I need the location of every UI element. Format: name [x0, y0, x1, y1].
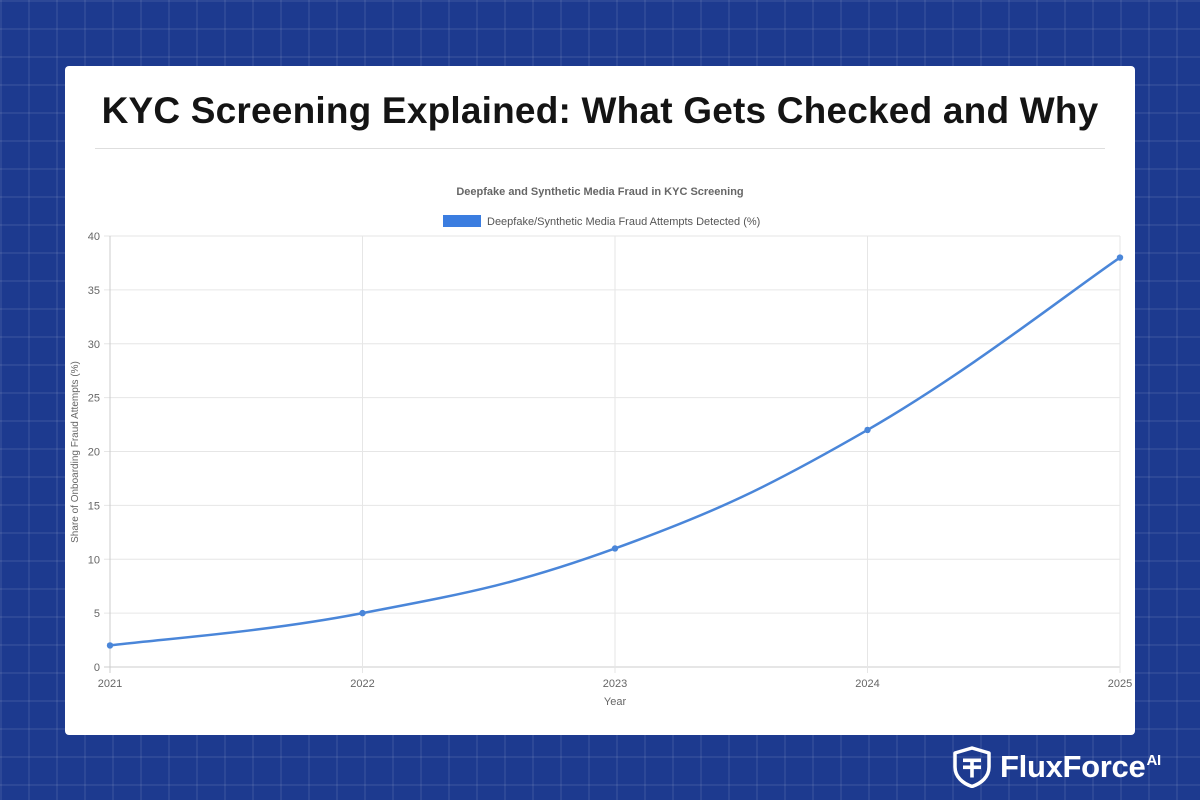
brand-logo: FluxForceAI — [952, 744, 1161, 790]
y-tick-label: 40 — [88, 231, 100, 243]
shield-icon — [953, 746, 991, 788]
brand-name: FluxForceAI — [1000, 749, 1161, 784]
y-tick-label: 30 — [88, 339, 100, 351]
brand-suffix: AI — [1146, 752, 1161, 769]
data-point — [611, 545, 619, 552]
line-chart: Deepfake and Synthetic Media Fraud in KY… — [70, 186, 1132, 708]
page-title: KYC Screening Explained: What Gets Check… — [101, 90, 1099, 131]
x-tick-label: 2023 — [603, 678, 627, 690]
x-tick-label: 2024 — [855, 678, 879, 690]
title-divider — [95, 148, 1105, 149]
x-tick-label: 2025 — [1108, 678, 1132, 690]
data-point — [1116, 254, 1124, 261]
data-series — [106, 254, 1124, 649]
x-axis-label: Year — [604, 696, 627, 708]
data-point — [864, 426, 871, 434]
y-tick-label: 35 — [88, 285, 100, 297]
data-point — [359, 609, 366, 617]
y-axis-label: Share of Onboarding Fraud Attempts (%) — [70, 361, 81, 543]
y-tick-label: 0 — [94, 662, 100, 674]
y-tick-label: 25 — [88, 393, 100, 405]
y-tick-label: 15 — [88, 500, 100, 512]
x-tick-label: 2021 — [98, 678, 122, 690]
chart-title: Deepfake and Synthetic Media Fraud in KY… — [456, 186, 743, 198]
legend-label: Deepfake/Synthetic Media Fraud Attempts … — [487, 216, 760, 228]
chart-card — [65, 66, 1135, 735]
data-point — [106, 642, 114, 649]
y-tick-label: 20 — [88, 447, 100, 459]
y-tick-label: 5 — [94, 608, 100, 620]
legend-swatch — [443, 215, 481, 227]
y-tick-label: 10 — [88, 554, 100, 566]
grid-lines — [104, 235, 1121, 673]
x-tick-label: 2022 — [350, 678, 374, 690]
